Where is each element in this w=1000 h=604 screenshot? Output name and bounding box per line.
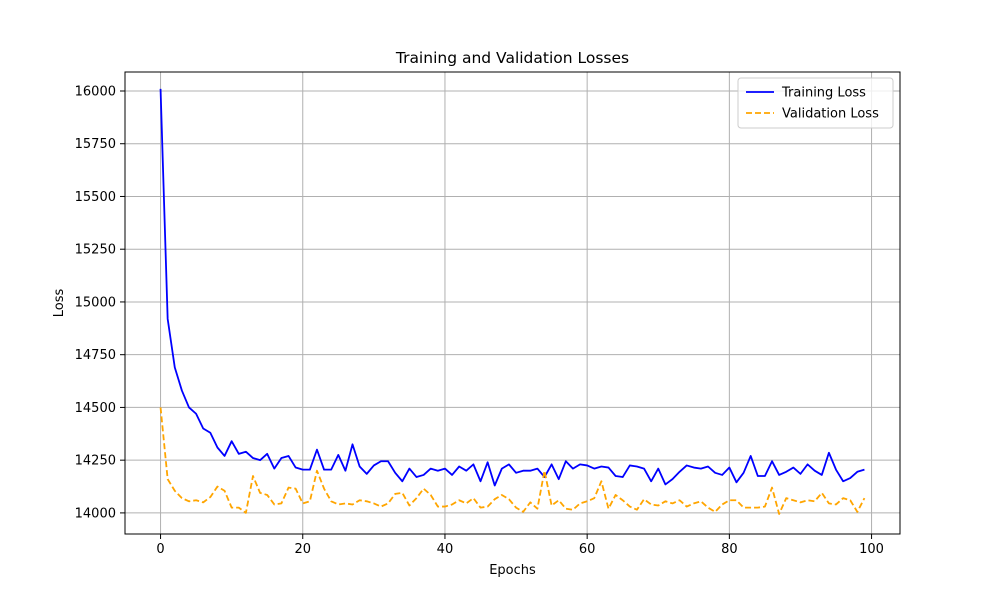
chart-title: Training and Validation Losses (395, 49, 629, 67)
x-axis-title: Epochs (489, 563, 536, 578)
x-axis-ticks: 0 20 40 60 80 100 (156, 534, 884, 557)
y-tick-label: 14750 (75, 348, 116, 363)
y-axis-ticks: 14000 14250 14500 14750 15000 15250 15500 15750… (75, 84, 125, 521)
series-layer (159, 88, 866, 515)
legend: Training Loss Validation Loss (737, 77, 894, 129)
y-axis-title: Loss (52, 289, 67, 318)
y-tick-label: 15750 (75, 137, 116, 152)
plot-frame (124, 71, 901, 535)
legend-label-validation-loss: Validation Loss (782, 107, 879, 122)
validation-loss-line (159, 407, 866, 515)
legend-label-training-loss: Training Loss (781, 86, 866, 101)
y-tick-label: 16000 (75, 84, 116, 99)
y-tick-label: 15000 (75, 295, 116, 310)
x-tick-label: 40 (437, 542, 454, 557)
y-tick-label: 14250 (75, 454, 116, 469)
y-tick-label: 15500 (75, 190, 116, 205)
x-tick-label: 80 (721, 542, 738, 557)
x-tick-label: 0 (156, 542, 164, 557)
y-tick-label: 14500 (75, 401, 116, 416)
legend-box (737, 77, 894, 129)
y-tick-label: 15250 (75, 243, 116, 258)
training-loss-line (159, 88, 865, 487)
x-tick-label: 20 (294, 542, 311, 557)
grid (125, 72, 900, 534)
x-tick-label: 60 (579, 542, 596, 557)
x-tick-label: 100 (859, 542, 884, 557)
y-tick-label: 14000 (75, 506, 116, 521)
